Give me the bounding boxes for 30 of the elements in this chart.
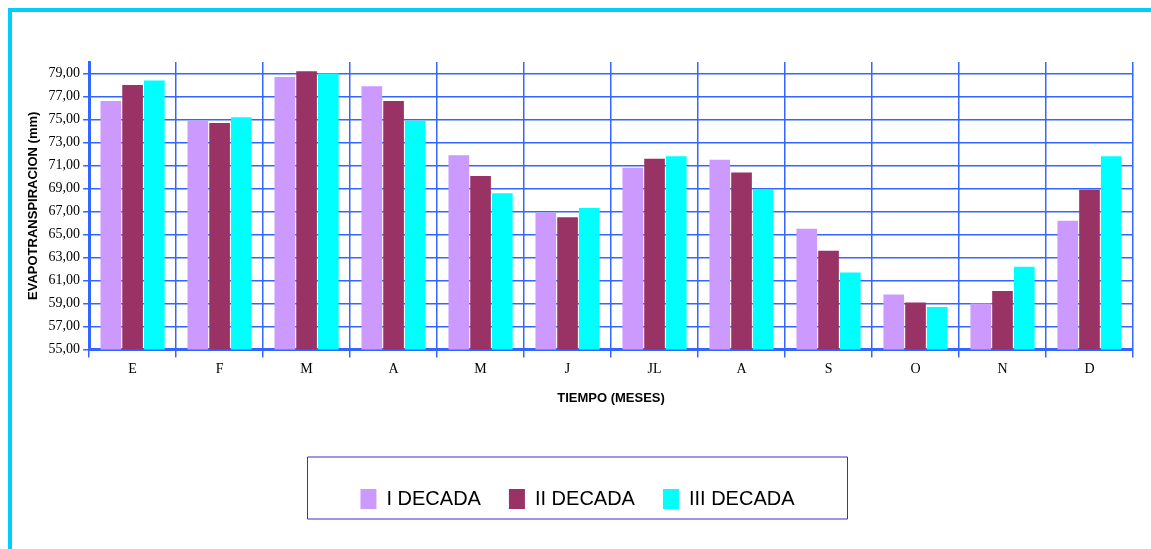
y-tick-label: 63,00	[48, 249, 81, 265]
x-tick-label: F	[215, 360, 224, 376]
y-tick-label: 61,00	[48, 272, 81, 288]
y-tick-label: 79,00	[48, 65, 81, 81]
legend-label: III DECADA	[688, 486, 796, 509]
x-tick-label: M	[300, 360, 314, 376]
x-tick-label: D	[1084, 360, 1095, 376]
x-tick-label: JL	[647, 360, 662, 376]
legend-label: I DECADA	[386, 486, 482, 509]
x-tick-label: A	[736, 360, 748, 376]
x-tick-label: J	[564, 360, 571, 376]
x-tick-label: A	[388, 360, 400, 376]
y-axis-title: EVAPOTRANSPIRACION (mm)	[25, 111, 41, 300]
y-tick-label: 69,00	[48, 180, 81, 196]
y-tick-label: 75,00	[48, 111, 81, 127]
x-tick-label: O	[910, 360, 921, 376]
y-tick-label: 65,00	[48, 226, 81, 242]
y-tick-label: 73,00	[48, 134, 81, 150]
x-tick-label: S	[824, 360, 833, 376]
x-tick-label: N	[997, 360, 1008, 376]
y-tick-label: 71,00	[48, 157, 81, 173]
y-tick-label: 57,00	[48, 318, 81, 334]
legend-label: II DECADA	[534, 486, 636, 509]
y-tick-label: 59,00	[48, 295, 81, 311]
x-axis-title: TIEMPO (MESES)	[557, 389, 665, 405]
x-tick-label: M	[474, 360, 488, 376]
y-tick-label: 77,00	[48, 88, 81, 104]
x-tick-label: E	[128, 360, 137, 376]
y-tick-label: 55,00	[48, 341, 81, 357]
y-tick-label: 67,00	[48, 203, 81, 219]
